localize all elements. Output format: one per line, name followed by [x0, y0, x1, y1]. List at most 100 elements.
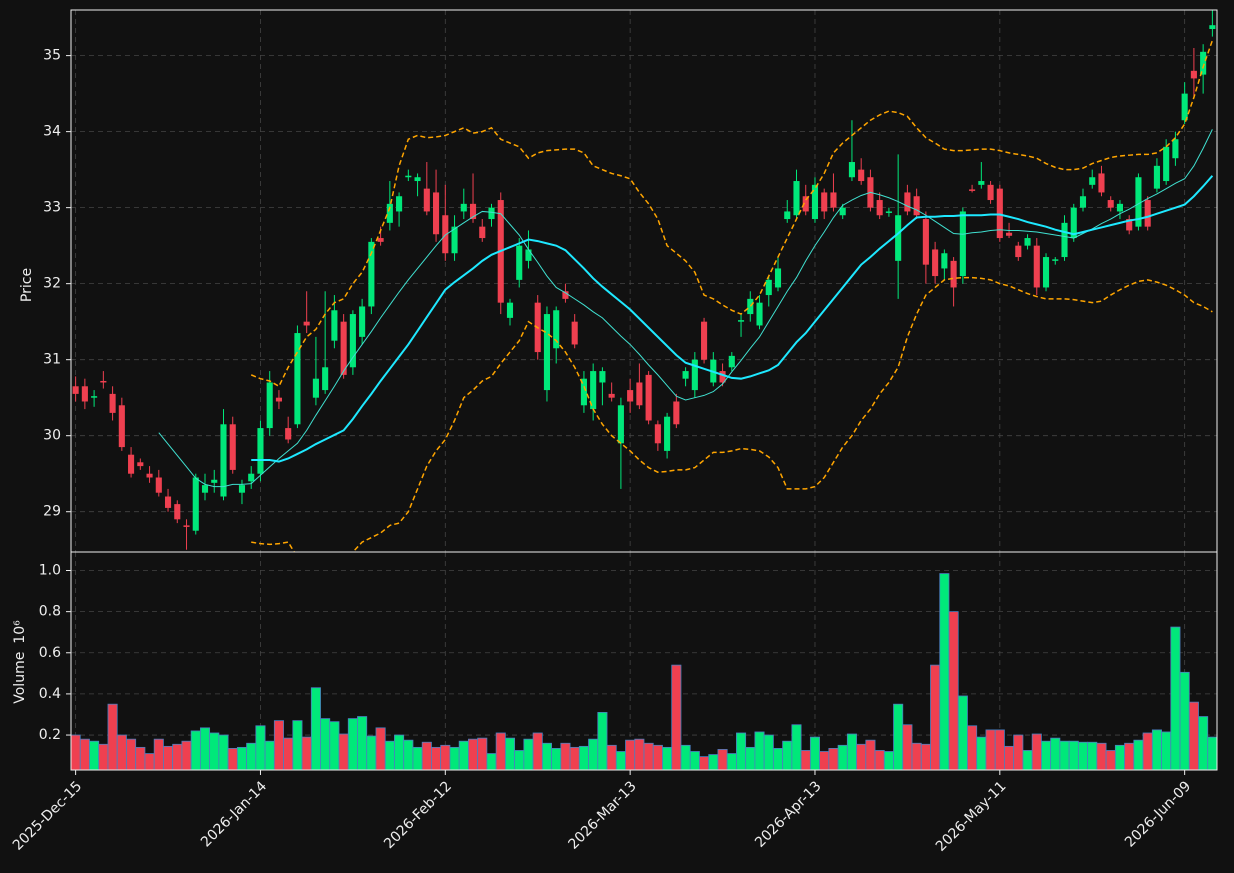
candle-body [516, 245, 523, 280]
volume-bar [994, 729, 1005, 771]
candle-body [821, 192, 828, 212]
volume-bar [1105, 750, 1116, 771]
volume-bar [782, 740, 793, 771]
volume-axis-label: Volume 10⁶ [12, 620, 28, 704]
volume-bar [320, 718, 331, 771]
candle-body [488, 207, 495, 220]
volume-tick-label: 0.4 [39, 686, 61, 702]
candle-body [238, 485, 246, 493]
volume-bar [89, 740, 100, 771]
volume-bar [560, 742, 571, 771]
volume-bar [939, 573, 950, 771]
y-tick-label: 34 [43, 124, 61, 140]
candle-body [756, 302, 763, 326]
indicator-line [251, 276, 1213, 552]
volume-bar [1133, 739, 1144, 771]
candle-body [72, 386, 79, 394]
indicator-line [251, 175, 1214, 463]
candle-body [830, 192, 837, 208]
volume-bar [394, 734, 405, 771]
candle-body [617, 405, 624, 444]
volume-bar [468, 738, 479, 771]
volume-bar [976, 736, 987, 771]
candle-body [1200, 51, 1207, 75]
volume-bar [338, 733, 349, 771]
candle-body [340, 321, 347, 375]
candle-body [1190, 70, 1197, 79]
volume-tick-label: 0.8 [39, 604, 61, 620]
volume-bar [1087, 741, 1098, 771]
volume-bar [846, 733, 857, 771]
volume-bar [273, 720, 284, 771]
candle-body [386, 203, 393, 223]
candle-body [784, 211, 791, 220]
volume-bar [412, 746, 423, 771]
candle-body [543, 314, 551, 391]
candle-body [174, 504, 181, 520]
candle-body [553, 310, 560, 349]
candle-body [691, 359, 698, 391]
candle-body [1089, 177, 1096, 185]
volume-bar [357, 716, 368, 771]
candle-body [525, 249, 532, 261]
candle-body [802, 196, 809, 212]
volume-bar [440, 744, 451, 771]
candle-body [1107, 200, 1114, 208]
volume-bar [1142, 732, 1153, 771]
volume-bar [347, 718, 358, 771]
volume-bar [172, 743, 183, 771]
candle-body [913, 196, 920, 216]
candle-body [987, 184, 994, 201]
candle-body [396, 196, 403, 212]
candle-body [719, 371, 726, 383]
candle-body [248, 473, 255, 482]
candle-body [1116, 203, 1124, 212]
volume-bar [597, 712, 608, 771]
candle-body [81, 386, 88, 402]
volume-bar [708, 754, 719, 771]
volume-bar [967, 725, 978, 771]
candle-body [322, 367, 329, 391]
candle-body [1033, 245, 1040, 288]
candle-body [1163, 146, 1170, 182]
candle-body [580, 378, 587, 406]
y-tick-label: 32 [43, 276, 61, 292]
volume-bar [1068, 740, 1079, 771]
candle-body [460, 203, 467, 212]
volume-bar [837, 744, 848, 771]
candle-body [793, 181, 800, 216]
volume-bar [1179, 671, 1190, 771]
candle-body [359, 306, 366, 337]
candle-body [506, 302, 514, 318]
candle-body [118, 405, 125, 448]
candle-body [405, 175, 412, 178]
candle-body [885, 211, 892, 213]
candle-body [349, 314, 356, 368]
volume-bar [920, 743, 931, 771]
volume-bar [652, 744, 663, 771]
candle-body [146, 473, 153, 478]
indicator-line [250, 40, 1214, 388]
y-tick-label: 31 [43, 352, 61, 368]
candle-body [368, 241, 375, 307]
volume-bar [486, 753, 497, 771]
candle-body [774, 268, 782, 288]
volume-bar [1004, 745, 1015, 771]
candle-body [164, 496, 172, 508]
volume-bar [772, 748, 784, 771]
candle-body [959, 211, 966, 277]
candle-body [922, 219, 929, 265]
candle-body [1135, 177, 1142, 227]
candle-body [765, 279, 772, 296]
volume-bar [736, 732, 747, 771]
volume-bar [874, 750, 885, 771]
candle-body [1079, 196, 1087, 208]
volume-frame [70, 551, 1218, 771]
volume-bar [1114, 744, 1125, 771]
volume-bar [218, 734, 229, 771]
price-plot [72, 10, 1216, 552]
candle-body [1024, 238, 1031, 246]
y-axis-label: Price [19, 268, 35, 302]
candle-body [1042, 257, 1050, 288]
